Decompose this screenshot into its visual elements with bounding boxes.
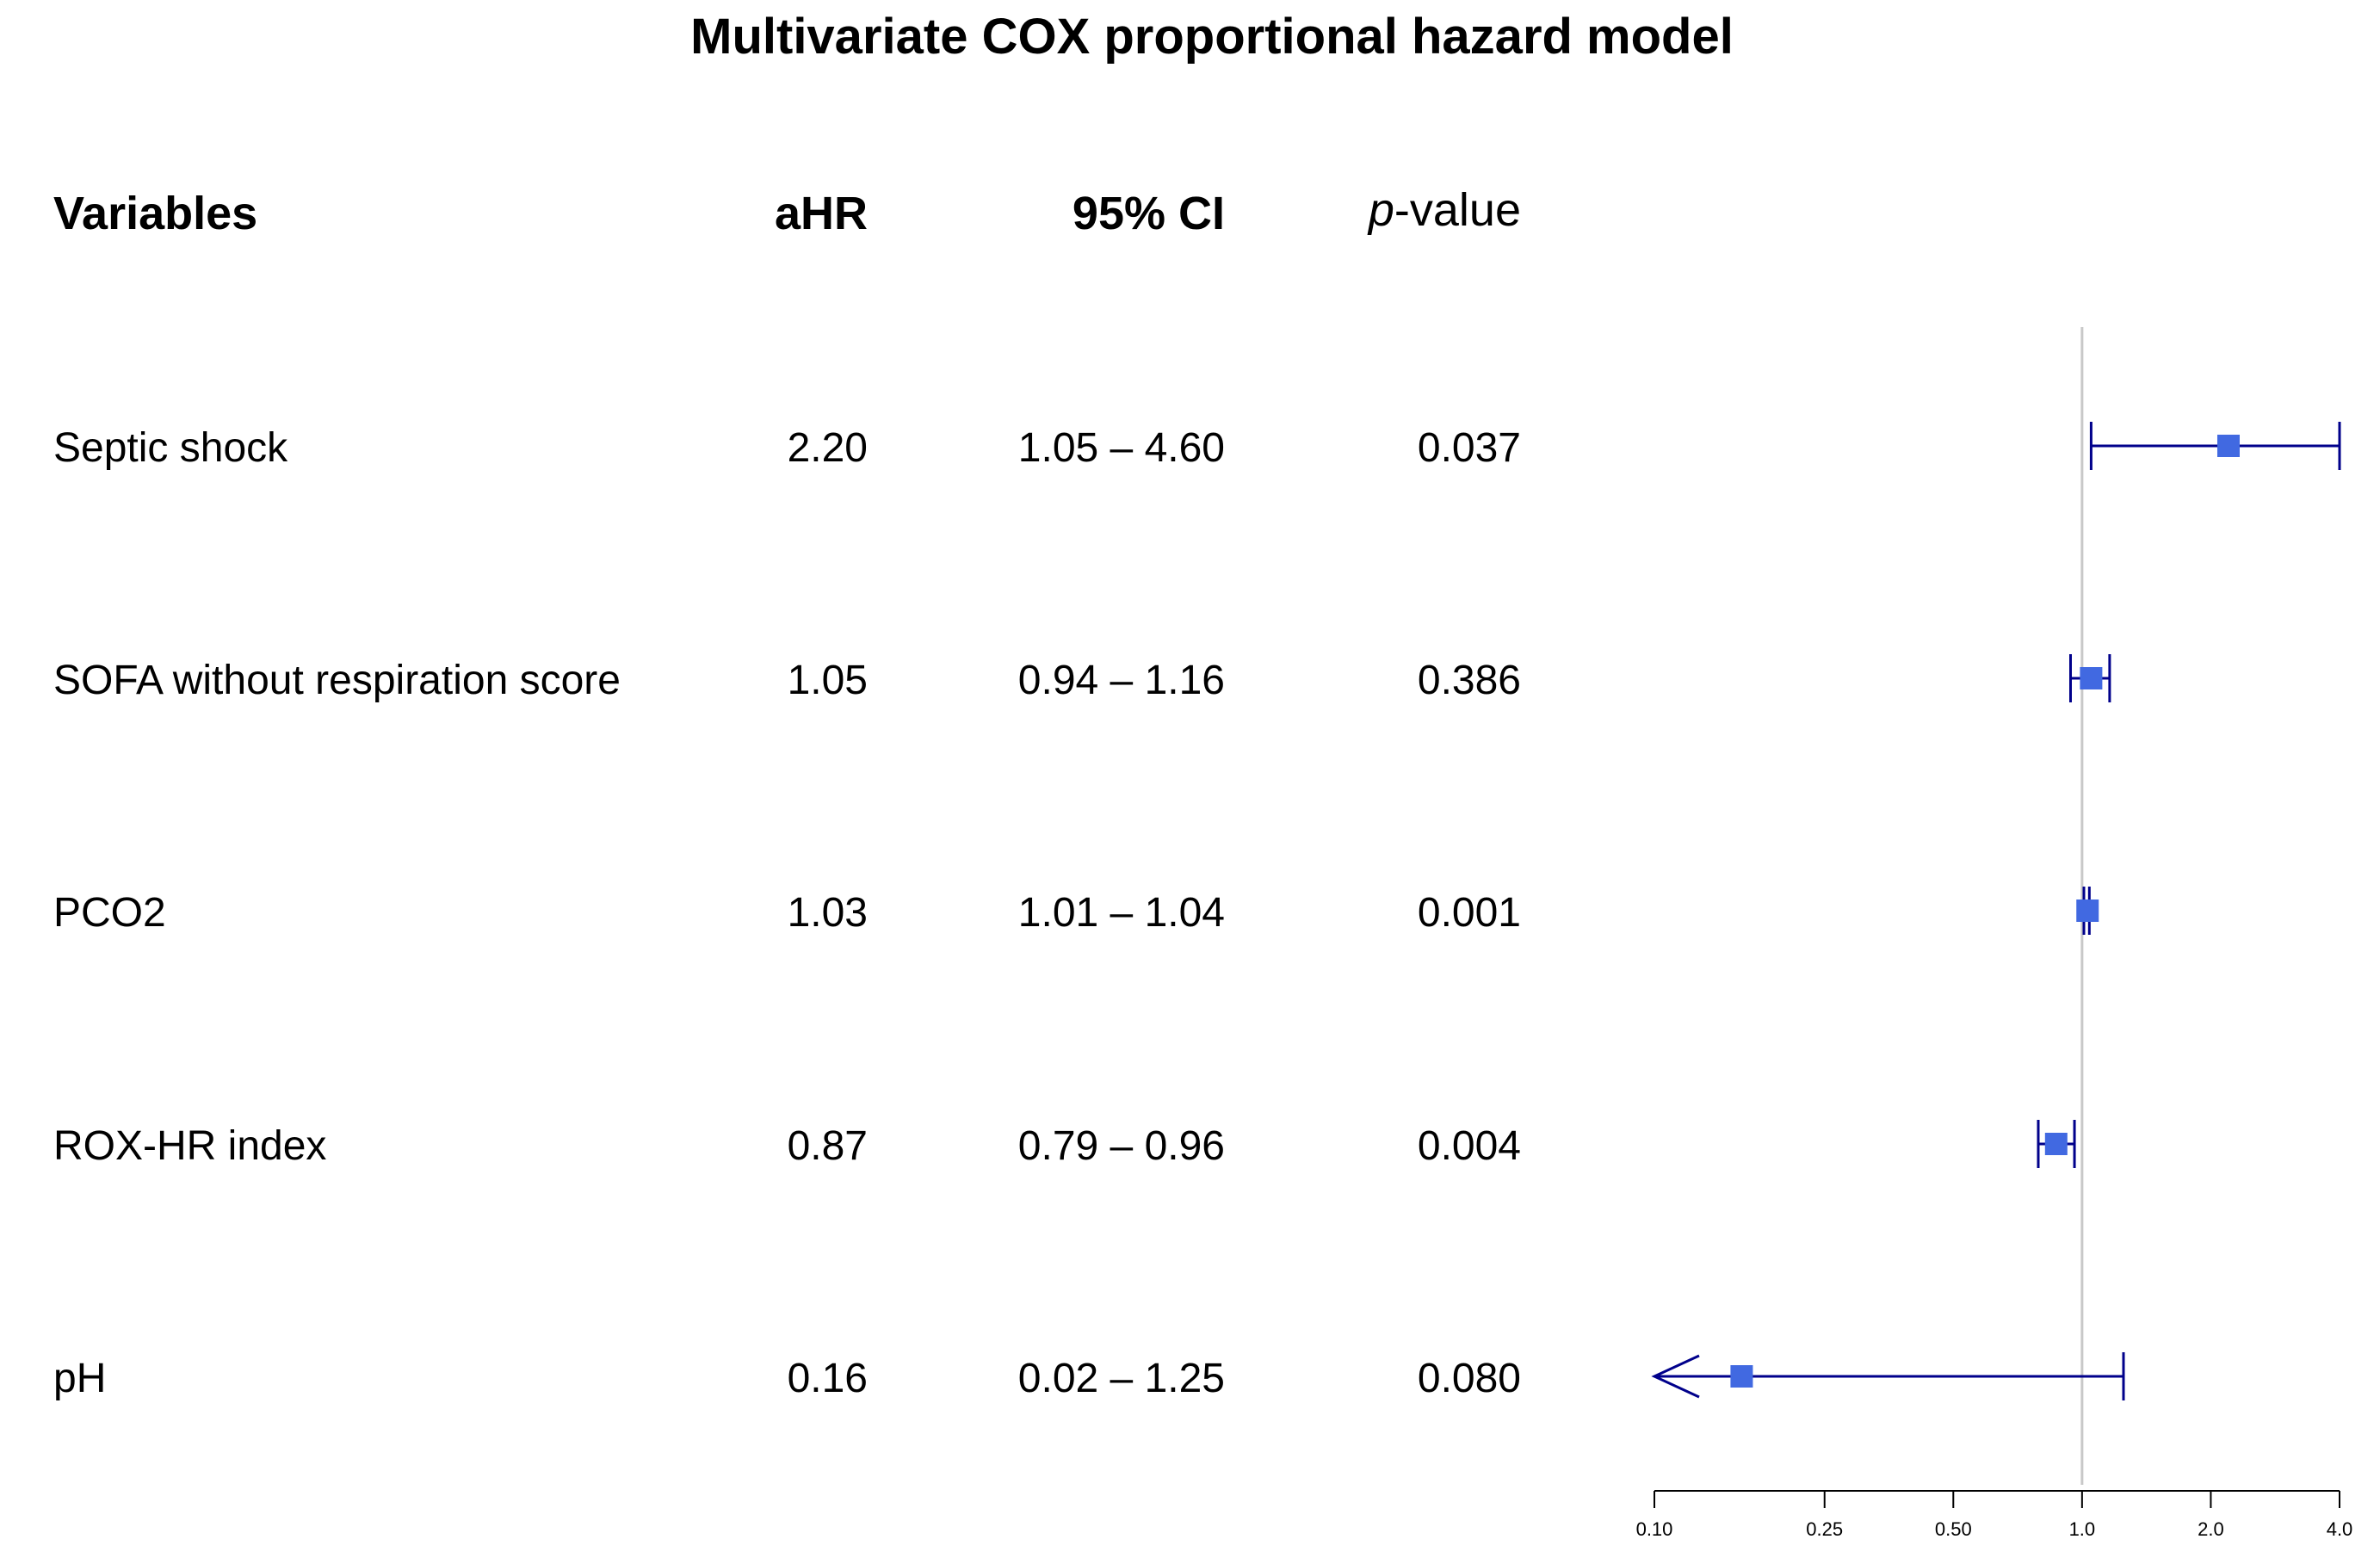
row-variable: pH — [53, 1356, 106, 1401]
row-ci: 0.02 – 1.25 — [1018, 1356, 1225, 1401]
row-ci: 0.79 – 0.96 — [1018, 1123, 1225, 1169]
x-tick-label: 0.25 — [1806, 1518, 1843, 1540]
ci-lower-arrow — [1651, 1354, 1700, 1399]
chart-title: Multivariate COX proportional hazard mod… — [690, 9, 1734, 65]
point-estimate — [2080, 667, 2103, 689]
x-tick-label: 1.0 — [2069, 1518, 2096, 1540]
table-rows: Septic shock 2.20 1.05 – 4.60 0.037 SOFA wit… — [53, 425, 1521, 1401]
header-ahr: aHR — [775, 188, 868, 239]
row-ci: 1.01 – 1.04 — [1018, 890, 1225, 936]
point-estimate — [2076, 899, 2099, 922]
row-pvalue: 0.004 — [1418, 1123, 1521, 1169]
row-ahr: 1.03 — [788, 890, 868, 936]
header-variables: Variables — [53, 188, 257, 239]
row-pvalue: 0.080 — [1418, 1356, 1521, 1401]
row-variable: PCO2 — [53, 890, 166, 936]
row-ci: 1.05 – 4.60 — [1018, 425, 1225, 471]
row-variable: SOFA without respiration score — [53, 658, 621, 703]
header-pvalue-p: p — [1367, 184, 1394, 236]
point-estimate — [2044, 1133, 2068, 1155]
row-pvalue: 0.037 — [1418, 425, 1521, 471]
row-variable: ROX-HR index — [53, 1123, 326, 1169]
header-pvalue: p-value — [1367, 184, 1521, 236]
row-pvalue: 0.386 — [1418, 658, 1521, 703]
header-ci: 95% CI — [1073, 188, 1225, 239]
row-ahr: 0.16 — [788, 1356, 868, 1401]
row-pvalue: 0.001 — [1418, 890, 1521, 936]
header-pvalue-rest: -value — [1394, 184, 1521, 236]
point-estimate — [1730, 1365, 1753, 1388]
row-variable: Septic shock — [53, 425, 288, 471]
x-tick-label: 2.0 — [2198, 1518, 2224, 1540]
x-axis: 0.10 0.25 0.50 1.0 2.0 4.0 — [1636, 1490, 2353, 1540]
row-ahr: 0.87 — [788, 1123, 868, 1169]
point-estimate — [2216, 435, 2240, 457]
ci-marks — [1651, 422, 2341, 1400]
x-tick-label: 0.50 — [1935, 1518, 1972, 1540]
row-ci: 0.94 – 1.16 — [1018, 658, 1225, 703]
x-tick-label: 0.10 — [1636, 1518, 1673, 1540]
x-tick-label: 4.0 — [2327, 1518, 2353, 1540]
row-ahr: 1.05 — [788, 658, 868, 703]
row-ahr: 2.20 — [788, 425, 868, 471]
